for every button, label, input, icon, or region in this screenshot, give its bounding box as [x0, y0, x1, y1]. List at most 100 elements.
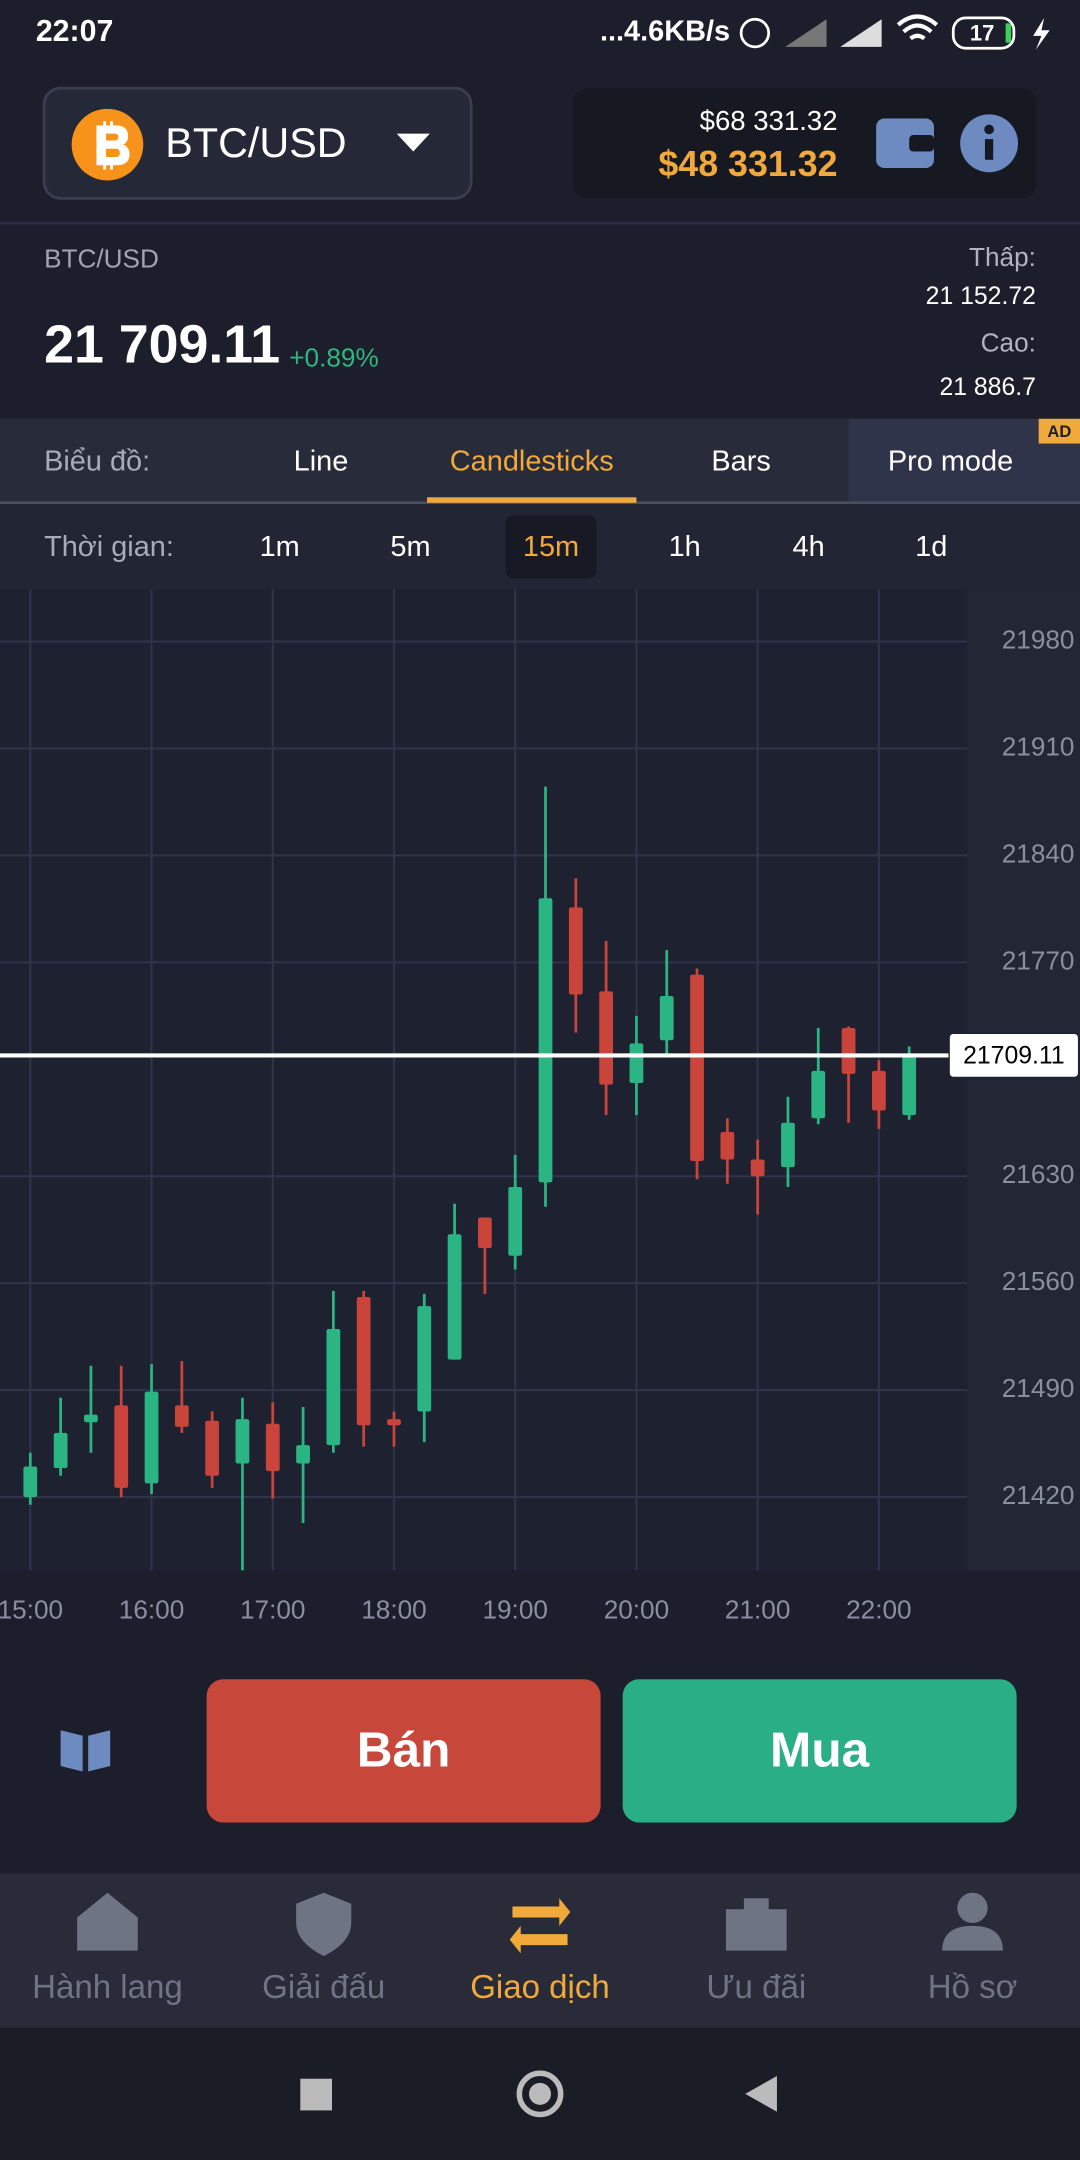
ad-badge-text: AD	[1047, 422, 1071, 441]
nav-icon[interactable]	[77, 1892, 138, 1951]
candle-body	[23, 1466, 38, 1498]
pair-selector[interactable]	[42, 86, 473, 200]
x-tick-label: 15:00	[0, 1595, 63, 1625]
balance-box[interactable]	[573, 88, 1036, 199]
x-tick-label: 18:00	[361, 1595, 426, 1625]
battery-icon	[951, 16, 1016, 50]
candle-body	[387, 1419, 401, 1426]
high-label: Cao:	[981, 327, 1036, 357]
y-tick-label: 21770	[1002, 945, 1075, 975]
time-tab[interactable]: 1m	[260, 531, 300, 563]
sell-label: Bán	[357, 1722, 451, 1778]
nav-icon[interactable]	[509, 1898, 571, 1954]
nav-label[interactable]: Hồ sơ	[928, 1969, 1018, 2006]
nav-icon[interactable]	[942, 1892, 1003, 1951]
candle-body	[356, 1296, 371, 1426]
y-tick-label: 21840	[1002, 838, 1075, 868]
candle-body	[750, 1159, 765, 1177]
balance-real: $68 331.32	[700, 105, 838, 136]
status-time: 22:07	[36, 15, 114, 48]
plot-area	[0, 589, 968, 1571]
time-tab[interactable]: 5m	[390, 531, 430, 563]
current-price-box	[948, 1032, 1080, 1079]
chart-tab[interactable]: Bars	[711, 445, 770, 477]
charging-icon	[1033, 17, 1050, 50]
candle-body	[871, 1070, 886, 1111]
buy-button[interactable]	[622, 1679, 1017, 1823]
candle-body	[84, 1414, 98, 1423]
x-tick-label: 22:00	[846, 1595, 911, 1625]
y-tick-label: 21980	[1002, 624, 1075, 654]
candle-body	[568, 907, 583, 995]
time-tabs-label: Thời gian:	[44, 531, 174, 563]
low-label: Thấp:	[969, 242, 1036, 272]
y-tick-label: 21490	[1002, 1373, 1075, 1403]
candle-body	[296, 1445, 310, 1464]
candle-body	[659, 995, 674, 1041]
sell-button[interactable]	[206, 1679, 601, 1823]
signal-icon	[840, 19, 882, 47]
quote-pair: BTC/USD	[44, 243, 159, 273]
time-tab[interactable]: 4h	[793, 531, 825, 563]
balance-demo: $48 331.32	[658, 144, 837, 184]
home-button-dot	[528, 2082, 552, 2105]
candle-body	[720, 1131, 735, 1160]
quote-change: +0.89%	[289, 342, 378, 372]
candle-body	[265, 1423, 280, 1472]
chart-tabs-label: Biểu đồ:	[44, 445, 150, 477]
nav-icon[interactable]	[725, 1898, 787, 1951]
x-tick-label: 20:00	[604, 1595, 669, 1625]
home-button[interactable]	[516, 2070, 564, 2118]
high-value: 21 886.7	[939, 374, 1035, 401]
current-price-label: 21709.11	[963, 1042, 1065, 1069]
nav-label[interactable]: Ưu đãi	[706, 1969, 806, 2006]
info-glyph	[984, 124, 994, 135]
candle-body	[205, 1420, 220, 1476]
back-button[interactable]	[745, 2075, 777, 2112]
time-tab-active-bg	[505, 515, 597, 579]
x-tick-label: 21:00	[725, 1595, 790, 1625]
tutorial-icon[interactable]	[60, 1730, 111, 1772]
time-tab[interactable]: 15m	[523, 531, 579, 563]
candle-body	[478, 1217, 492, 1249]
candle-body	[538, 898, 553, 1183]
recents-button[interactable]	[300, 2078, 332, 2111]
y-tick-label: 21630	[1002, 1159, 1075, 1189]
battery-level	[1005, 23, 1012, 43]
candle-body	[144, 1391, 159, 1484]
chart-tab[interactable]: Line	[294, 445, 349, 477]
y-tick-label: 21910	[1002, 731, 1075, 761]
status-network: ...4.6KB/s	[600, 16, 730, 48]
candle-body	[447, 1234, 462, 1360]
candle-body	[235, 1419, 250, 1464]
bottom-nav	[0, 1873, 1080, 2028]
time-tab[interactable]: 1d	[915, 531, 947, 563]
candle-body	[114, 1405, 129, 1488]
chart-tab[interactable]: Candlesticks	[450, 445, 614, 477]
time-tab[interactable]: 1h	[669, 531, 701, 563]
y-axis-strip	[967, 589, 1080, 1571]
wallet-clasp	[909, 135, 934, 152]
wallet-icon[interactable]	[876, 118, 934, 169]
x-tick-label: 17:00	[240, 1595, 305, 1625]
signal-icon	[785, 19, 827, 47]
ad-badge	[1038, 418, 1080, 444]
candle-body	[599, 991, 614, 1085]
wifi-icon	[896, 14, 939, 41]
x-tick-label: 19:00	[482, 1595, 547, 1625]
alarm-icon	[739, 17, 771, 49]
nav-icon[interactable]	[296, 1892, 352, 1957]
nav-label[interactable]: Giao dịch	[470, 1969, 610, 2006]
candle-body	[417, 1306, 432, 1412]
btc-glyph	[96, 121, 130, 170]
nav-label[interactable]: Giải đấu	[262, 1969, 385, 2006]
y-tick-label: 21560	[1002, 1266, 1075, 1296]
nav-label[interactable]: Hành lang	[32, 1969, 183, 2006]
battery-text: 17	[970, 20, 995, 45]
candle-body	[326, 1329, 341, 1446]
candle-body	[841, 1028, 856, 1074]
x-tick-label: 16:00	[119, 1595, 184, 1625]
candle-body	[629, 1043, 644, 1084]
chart-tab[interactable]: Pro mode	[888, 445, 1013, 477]
